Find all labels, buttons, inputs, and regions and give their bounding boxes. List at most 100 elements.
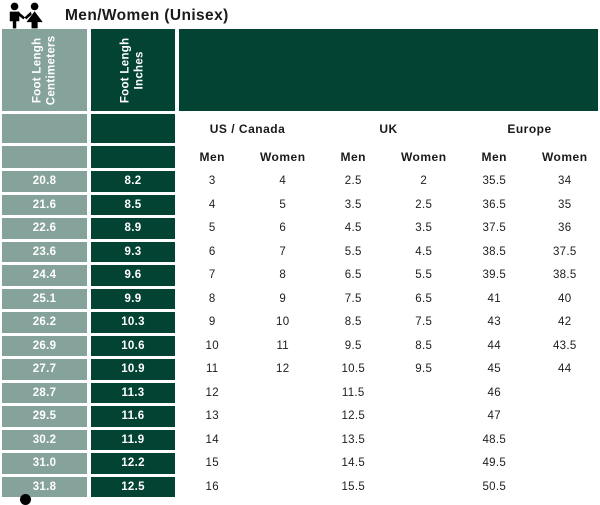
size-cell: 10 bbox=[179, 335, 246, 356]
inches-header-label: Foot Lengh Inches bbox=[119, 37, 146, 103]
size-cell: 8.5 bbox=[320, 312, 387, 333]
size-cell bbox=[390, 382, 457, 403]
cm-header-label: Foot Lengh Centimeters bbox=[31, 35, 58, 105]
spacer-cell-sage bbox=[2, 114, 87, 143]
cm-cell: 27.7 bbox=[2, 359, 87, 380]
cm-cell: 30.2 bbox=[2, 429, 87, 450]
size-cell bbox=[390, 429, 457, 450]
size-cell: 3 bbox=[179, 171, 246, 192]
size-cell bbox=[390, 476, 457, 497]
size-cell: 8.5 bbox=[390, 335, 457, 356]
subheader-eu-women: Women bbox=[531, 146, 598, 168]
page-title: Men/Women (Unisex) bbox=[65, 7, 229, 24]
cm-cell: 28.7 bbox=[2, 382, 87, 403]
size-cell: 41 bbox=[461, 288, 528, 309]
size-cell: 47 bbox=[461, 406, 528, 427]
cm-cell: 24.4 bbox=[2, 265, 87, 286]
size-cell: 39.5 bbox=[461, 265, 528, 286]
cm-cell: 25.1 bbox=[2, 288, 87, 309]
size-cell bbox=[390, 406, 457, 427]
inches-cell: 9.9 bbox=[91, 288, 175, 309]
subheader-uk-men: Men bbox=[320, 146, 387, 168]
size-cell: 11 bbox=[179, 359, 246, 380]
size-cell: 5 bbox=[179, 218, 246, 239]
subheader-us-women: Women bbox=[249, 146, 316, 168]
group-header-uk: UK bbox=[320, 114, 457, 143]
size-cell: 11.5 bbox=[320, 382, 387, 403]
inches-cell: 10.3 bbox=[91, 312, 175, 333]
size-cell bbox=[249, 382, 316, 403]
size-cell: 38.5 bbox=[461, 241, 528, 262]
size-cell: 43 bbox=[461, 312, 528, 333]
size-cell: 14.5 bbox=[320, 453, 387, 474]
size-cell: 34 bbox=[531, 171, 598, 192]
inches-cell: 11.3 bbox=[91, 382, 175, 403]
size-cell: 12 bbox=[249, 359, 316, 380]
size-cell: 49.5 bbox=[461, 453, 528, 474]
cm-cell: 20.8 bbox=[2, 171, 87, 192]
size-cell: 15.5 bbox=[320, 476, 387, 497]
size-cell bbox=[249, 406, 316, 427]
size-cell: 7.5 bbox=[320, 288, 387, 309]
spacer-cell-sage bbox=[2, 146, 87, 168]
size-cell bbox=[249, 429, 316, 450]
size-cell: 13.5 bbox=[320, 429, 387, 450]
group-header-us-canada: US / Canada bbox=[179, 114, 316, 143]
size-cell: 45 bbox=[461, 359, 528, 380]
size-cell: 44 bbox=[461, 335, 528, 356]
size-cell: 50.5 bbox=[461, 476, 528, 497]
cm-cell: 31.0 bbox=[2, 453, 87, 474]
size-cell: 7 bbox=[179, 265, 246, 286]
man-woman-pictogram-icon bbox=[9, 2, 43, 29]
inches-header-cell: Foot Lengh Inches bbox=[91, 29, 175, 111]
size-cell: 38.5 bbox=[531, 265, 598, 286]
cm-cell: 29.5 bbox=[2, 406, 87, 427]
size-cell: 35 bbox=[531, 194, 598, 215]
size-cell: 4 bbox=[249, 171, 316, 192]
size-cell: 11 bbox=[249, 335, 316, 356]
cm-cell: 26.9 bbox=[2, 335, 87, 356]
subheader-eu-men: Men bbox=[461, 146, 528, 168]
cm-cell: 22.6 bbox=[2, 218, 87, 239]
size-cell: 4.5 bbox=[390, 241, 457, 262]
cm-cell: 31.8 bbox=[2, 476, 87, 497]
size-cell: 2.5 bbox=[390, 194, 457, 215]
size-cell bbox=[249, 476, 316, 497]
cm-header-cell: Foot Lengh Centimeters bbox=[2, 29, 87, 111]
cm-cell: 23.6 bbox=[2, 241, 87, 262]
size-cell: 37.5 bbox=[531, 241, 598, 262]
size-cell: 8 bbox=[179, 288, 246, 309]
size-cell: 14 bbox=[179, 429, 246, 450]
size-cell: 9.5 bbox=[390, 359, 457, 380]
inches-cell: 8.2 bbox=[91, 171, 175, 192]
size-cell: 10.5 bbox=[320, 359, 387, 380]
size-cell: 4.5 bbox=[320, 218, 387, 239]
size-cell bbox=[531, 406, 598, 427]
subheader-us-men: Men bbox=[179, 146, 246, 168]
size-cell: 37.5 bbox=[461, 218, 528, 239]
size-cell: 4 bbox=[179, 194, 246, 215]
inches-cell: 9.6 bbox=[91, 265, 175, 286]
size-cell: 3.5 bbox=[390, 218, 457, 239]
size-cell: 9 bbox=[179, 312, 246, 333]
cm-cell: 21.6 bbox=[2, 194, 87, 215]
inches-cell: 8.5 bbox=[91, 194, 175, 215]
inches-cell: 12.2 bbox=[91, 453, 175, 474]
size-cell: 44 bbox=[531, 359, 598, 380]
size-cell bbox=[531, 453, 598, 474]
size-cell bbox=[531, 476, 598, 497]
size-cell: 6 bbox=[179, 241, 246, 262]
size-cell bbox=[531, 382, 598, 403]
size-cell: 2 bbox=[390, 171, 457, 192]
size-cell: 7.5 bbox=[390, 312, 457, 333]
size-cell: 46 bbox=[461, 382, 528, 403]
inches-cell: 10.9 bbox=[91, 359, 175, 380]
size-cell: 9.5 bbox=[320, 335, 387, 356]
group-header-europe: Europe bbox=[461, 114, 598, 143]
inches-cell: 11.9 bbox=[91, 429, 175, 450]
top-green-block bbox=[179, 29, 598, 111]
size-cell: 8 bbox=[249, 265, 316, 286]
size-cell: 5 bbox=[249, 194, 316, 215]
size-cell: 36.5 bbox=[461, 194, 528, 215]
